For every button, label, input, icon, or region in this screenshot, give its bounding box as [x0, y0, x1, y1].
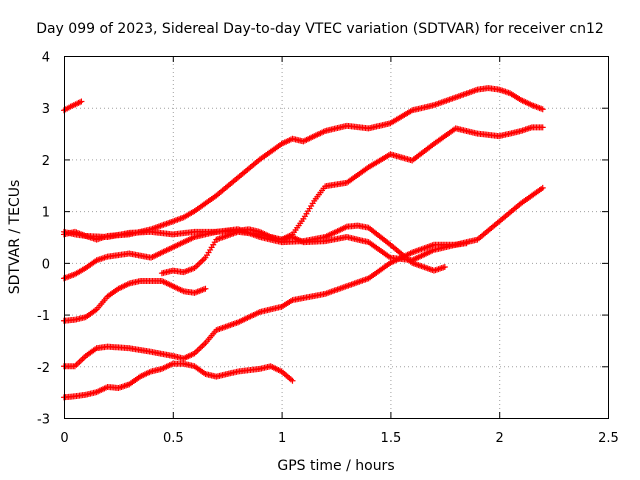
x-tick-label: 2: [496, 431, 504, 446]
data-point: [539, 184, 546, 191]
data-point: [441, 263, 448, 270]
x-axis-label: GPS time / hours: [277, 458, 394, 474]
series-7: [61, 240, 470, 370]
data-point: [539, 124, 546, 131]
series-8: [61, 360, 296, 401]
y-tick-label: -1: [37, 309, 50, 324]
x-tick-label: 0.5: [163, 431, 184, 446]
series-5: [158, 184, 546, 277]
data-point: [289, 377, 296, 384]
y-tick-label: 0: [42, 257, 50, 272]
chart-title: Day 099 of 2023, Sidereal Day-to-day VTE…: [36, 21, 604, 37]
x-axis-ticks: 0 0.5 1 1.5 2 2.5: [60, 56, 619, 446]
x-tick-label: 2.5: [598, 431, 619, 446]
y-tick-label: -2: [37, 361, 50, 376]
y-axis-label: SDTVAR / TECUs: [7, 180, 23, 295]
data-point: [202, 285, 209, 292]
x-tick-label: 1.5: [381, 431, 402, 446]
y-tick-label: 3: [42, 102, 50, 117]
series-3: [61, 124, 546, 243]
data-point: [78, 98, 85, 105]
data-points: [61, 85, 546, 401]
y-tick-label: -3: [37, 413, 50, 428]
data-point: [463, 240, 470, 247]
plot-frame: [64, 56, 609, 419]
x-tick-label: 1: [278, 431, 286, 446]
y-tick-label: 2: [42, 154, 50, 169]
x-tick-label: 0: [60, 431, 68, 446]
y-tick-label: 4: [42, 51, 50, 66]
data-point: [539, 106, 546, 113]
series-6: [61, 277, 209, 324]
y-tick-label: 1: [42, 206, 50, 221]
